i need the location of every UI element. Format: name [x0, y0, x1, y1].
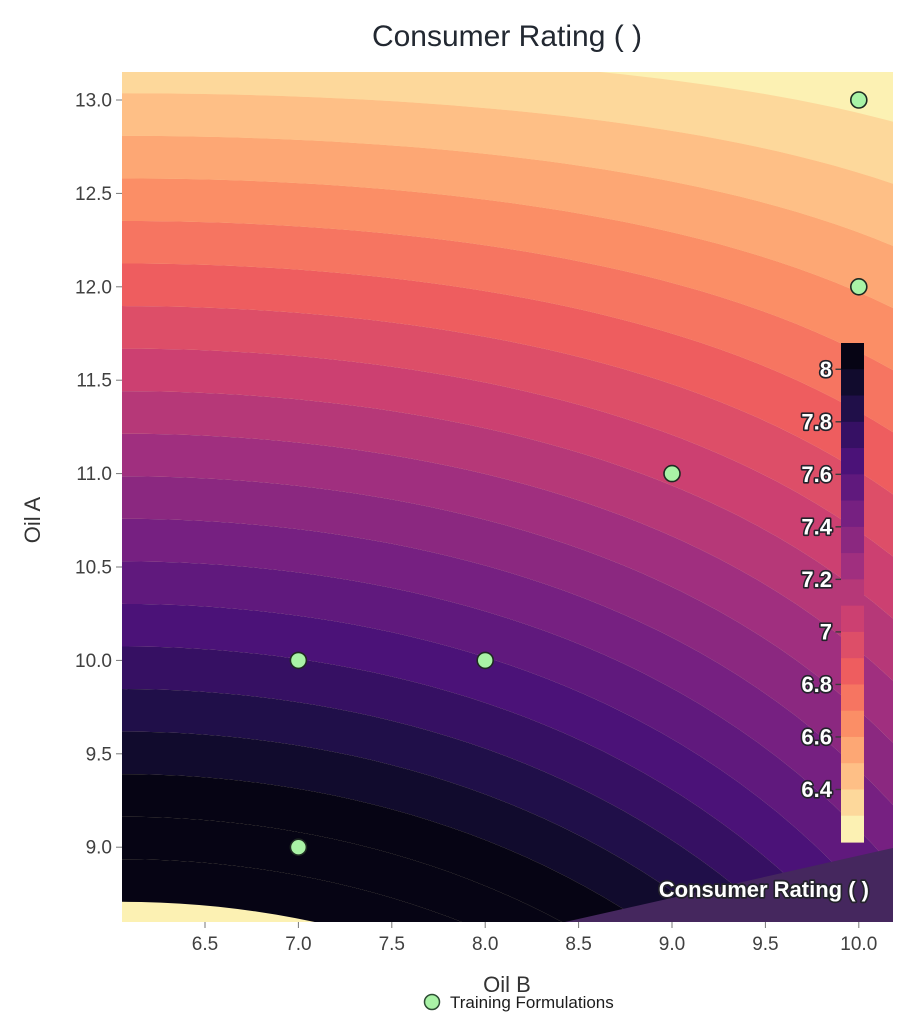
- y-tick-label: 10.0: [75, 651, 112, 672]
- contour-band: [122, 391, 893, 681]
- colorbar-segment: [841, 421, 864, 449]
- contour-band: [122, 433, 893, 743]
- colorbar-tick-label: 7.6: [801, 462, 832, 487]
- x-tick-label: 8.0: [472, 934, 498, 955]
- colorbar-tick-label: 6.8: [801, 672, 832, 697]
- legend-item-training-formulations[interactable]: Training Formulations: [423, 993, 614, 1012]
- training-points-layer: [289, 91, 868, 857]
- y-tick-label: 9.0: [86, 838, 112, 859]
- contour-band: [122, 518, 893, 868]
- colorbar-tick-label: 8: [820, 357, 832, 382]
- colorbar-segment: [841, 500, 864, 528]
- contour-band: [122, 72, 893, 184]
- colorbar-segment: [841, 474, 864, 502]
- colorbar-segment: [841, 553, 864, 580]
- contour-band: [122, 93, 893, 246]
- contour-band: [122, 816, 563, 922]
- x-tick-label: 9.5: [752, 934, 778, 955]
- contour-band: [565, 848, 893, 922]
- colorbar-segment: [841, 579, 864, 607]
- training-point[interactable]: [289, 838, 308, 857]
- legend-marker-icon: [423, 993, 441, 1011]
- colorbar-segment: [841, 343, 864, 370]
- colorbar-title: Consumer Rating ( ): [659, 877, 869, 902]
- y-tick-label: 9.5: [86, 744, 112, 765]
- colorbar-segment: [841, 736, 864, 764]
- colorbar-segment: [841, 631, 864, 659]
- training-point[interactable]: [849, 277, 868, 296]
- contour-plot-area[interactable]: [122, 51, 893, 1024]
- training-point[interactable]: [289, 651, 308, 670]
- y-tick-label: 12.5: [75, 184, 112, 205]
- y-tick-label: 10.5: [75, 558, 112, 579]
- contour-band: [122, 220, 893, 433]
- x-tick-label: 7.0: [285, 934, 311, 955]
- x-axis-title: Oil B: [483, 972, 531, 997]
- contour-band: [122, 476, 893, 805]
- colorbar-segment: [841, 605, 864, 633]
- contour-band: [122, 135, 893, 309]
- chart-title: Consumer Rating ( ): [372, 20, 642, 53]
- contour-band: [122, 731, 714, 922]
- colorbar-segment: [841, 526, 864, 554]
- colorbar-segment: [841, 395, 864, 423]
- y-tick-label: 13.0: [75, 91, 112, 112]
- colorbar-tick-label: 7.8: [801, 409, 832, 434]
- x-tick-label: 7.5: [379, 934, 405, 955]
- x-tick-label: 9.0: [659, 934, 685, 955]
- y-tick-label: 12.0: [75, 277, 112, 298]
- x-tick-label: 6.5: [192, 934, 218, 955]
- colorbar-segment: [841, 684, 864, 712]
- colorbar-tick-label: 7: [820, 619, 832, 644]
- training-point[interactable]: [663, 464, 681, 483]
- x-tick-label: 10.0: [840, 934, 877, 955]
- y-tick-label: 11.0: [76, 464, 112, 485]
- y-axis: 13.0 12.5 12.0 11.5 11.0 10.5 10.0 9.5 9.0: [75, 91, 122, 859]
- colorbar-segment: [841, 369, 864, 397]
- colorbar-segment: [841, 448, 864, 475]
- contour-band: [122, 178, 893, 371]
- contour-band: [122, 306, 893, 557]
- contour-band: [122, 263, 893, 495]
- y-tick-label: 11.5: [76, 371, 112, 392]
- colorbar-segment: [841, 658, 864, 686]
- x-tick-label: 8.5: [565, 934, 591, 955]
- colorbar-tick-label: 6.4: [801, 777, 832, 802]
- legend-label: Training Formulations: [450, 993, 614, 1012]
- contour-band: [122, 774, 644, 922]
- contour-band: [122, 561, 893, 922]
- training-point[interactable]: [849, 91, 868, 109]
- colorbar-segment: [841, 815, 864, 843]
- x-axis: 6.5 7.0 7.5 8.0 8.5 9.0 9.5 10.0: [192, 922, 877, 955]
- colorbar-segment: [841, 710, 864, 738]
- colorbar-tick-label: 7.4: [801, 514, 832, 539]
- contour-band: [122, 348, 893, 619]
- colorbar-tick-label: 6.6: [801, 724, 832, 749]
- contour-band: [122, 859, 462, 922]
- colorbar-segment: [841, 789, 864, 817]
- colorbar-tick-label: 7.2: [801, 567, 832, 592]
- y-axis-title: Oil A: [20, 496, 45, 543]
- training-point[interactable]: [476, 651, 495, 670]
- colorbar-segment: [841, 763, 864, 791]
- colorbar: 8 7.8 7.6 7.4 7.2 7 6.8 6.6 6.4: [800, 343, 864, 843]
